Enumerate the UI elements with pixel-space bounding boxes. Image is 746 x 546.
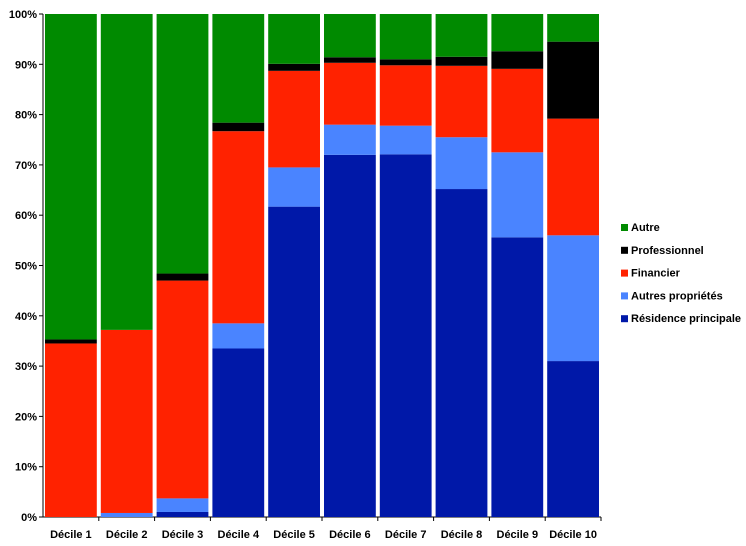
bar-segment-residence-principale-decile-4 <box>212 348 265 517</box>
bar-segment-professionnel-decile-7 <box>379 59 432 66</box>
bar-segment-autre-decile-10 <box>547 14 599 42</box>
bar-segment-professionnel-decile-5 <box>268 63 320 71</box>
bar-segment-professionnel-decile-3 <box>156 273 209 281</box>
y-tick-label: 0% <box>21 512 37 524</box>
bar-segment-autres-proprietes-decile-7 <box>379 125 432 155</box>
bar-segment-autre-decile-8 <box>435 14 488 57</box>
bar-segment-financier-decile-10 <box>547 118 599 236</box>
y-tick-label: 30% <box>15 361 37 373</box>
bar-segment-financier-decile-3 <box>156 280 209 499</box>
bar-segment-autre-decile-6 <box>324 14 376 58</box>
bar-segment-residence-principale-decile-3 <box>156 511 209 517</box>
x-tick-label: Décile 1 <box>50 529 92 541</box>
x-tick-label: Décile 4 <box>218 529 260 541</box>
bar-segment-financier-decile-7 <box>379 65 432 126</box>
y-tick-label: 40% <box>15 311 37 323</box>
y-tick-label: 90% <box>15 59 37 71</box>
legend-label-professionnel: Professionnel <box>631 245 704 257</box>
legend-swatch-professionnel <box>621 246 628 254</box>
bar-segment-autre-decile-7 <box>379 14 432 60</box>
y-tick-label: 100% <box>9 9 37 21</box>
bar-segment-financier-decile-5 <box>268 70 320 168</box>
bar-segment-financier-decile-9 <box>491 68 544 153</box>
y-tick-label: 80% <box>15 110 37 122</box>
bar-segment-residence-principale-decile-7 <box>379 154 432 517</box>
x-axis-labels: Décile 1 Décile 2 Décile 3 Décile 4 Décile 5… <box>50 529 597 541</box>
legend-swatch-financier <box>621 269 628 277</box>
x-tick-label: Décile 8 <box>441 529 483 541</box>
y-tick-label: 70% <box>15 160 37 172</box>
bar-segment-autre-decile-4 <box>212 14 265 123</box>
bar-segment-professionnel-decile-9 <box>491 51 544 69</box>
legend-label-residence-principale: Résidence principale <box>631 313 741 325</box>
bar-segment-residence-principale-decile-10 <box>547 361 599 517</box>
y-tick-label: 20% <box>15 411 37 423</box>
y-tick-label: 60% <box>15 210 37 222</box>
bar-segment-professionnel-decile-4 <box>212 122 265 132</box>
bars-group <box>45 14 602 521</box>
bar-segment-financier-decile-8 <box>435 65 488 138</box>
bar-segment-autres-proprietes-decile-9 <box>491 152 544 238</box>
legend-swatch-residence-principale <box>621 315 628 323</box>
legend-label-financier: Financier <box>631 268 681 280</box>
x-tick-label: Décile 5 <box>273 529 315 541</box>
bar-segment-residence-principale-decile-9 <box>491 237 544 517</box>
bar-segment-autres-proprietes-decile-6 <box>324 124 376 155</box>
bar-segment-autres-proprietes-decile-4 <box>212 323 265 349</box>
bar-segment-autre-decile-2 <box>100 14 153 330</box>
bar-segment-autre-decile-9 <box>491 14 544 52</box>
bar-segment-autre-decile-5 <box>268 14 320 64</box>
legend: Autre Professionnel Financier Autres propri… <box>621 222 741 325</box>
x-tick-label: Décile 7 <box>385 529 427 541</box>
bar-segment-autres-proprietes-decile-2 <box>100 512 153 517</box>
y-tick-label: 10% <box>15 462 37 474</box>
bar-segment-financier-decile-4 <box>212 131 265 324</box>
bar-segment-financier-decile-6 <box>324 62 376 125</box>
x-tick-label: Décile 2 <box>106 529 148 541</box>
bar-segment-autres-proprietes-decile-5 <box>268 167 320 207</box>
x-tick-label: Décile 9 <box>497 529 539 541</box>
legend-label-autres-proprietes: Autres propriétés <box>631 290 723 302</box>
bar-segment-professionnel-decile-10 <box>547 41 599 119</box>
bar-segment-financier-decile-1 <box>45 343 97 517</box>
bar-segment-professionnel-decile-8 <box>435 56 488 66</box>
bar-segment-financier-decile-2 <box>100 329 153 513</box>
bar-segment-residence-principale-decile-8 <box>435 189 488 517</box>
legend-swatch-autre <box>621 224 628 231</box>
x-tick-label: Décile 3 <box>162 529 204 541</box>
x-tick-label: Décile 6 <box>329 529 371 541</box>
y-axis: 0% 10% 20% 30% 40% 50% 60% 70% 80% 90% 100% <box>9 9 601 524</box>
legend-swatch-autres-proprietes <box>621 292 628 300</box>
bar-segment-autres-proprietes-decile-10 <box>547 235 599 362</box>
legend-label-autre: Autre <box>631 222 660 234</box>
y-tick-label: 50% <box>15 261 37 273</box>
bar-segment-autre-decile-3 <box>156 14 209 274</box>
bar-segment-autre-decile-1 <box>45 14 97 340</box>
bar-segment-autres-proprietes-decile-3 <box>156 498 209 512</box>
bar-segment-residence-principale-decile-5 <box>268 206 320 518</box>
bar-segment-residence-principale-decile-6 <box>324 154 376 517</box>
bar-segment-professionnel-decile-6 <box>324 57 376 63</box>
bar-segment-autres-proprietes-decile-8 <box>435 137 488 190</box>
x-tick-label: Décile 10 <box>549 529 597 541</box>
bar-segment-professionnel-decile-1 <box>45 339 97 344</box>
